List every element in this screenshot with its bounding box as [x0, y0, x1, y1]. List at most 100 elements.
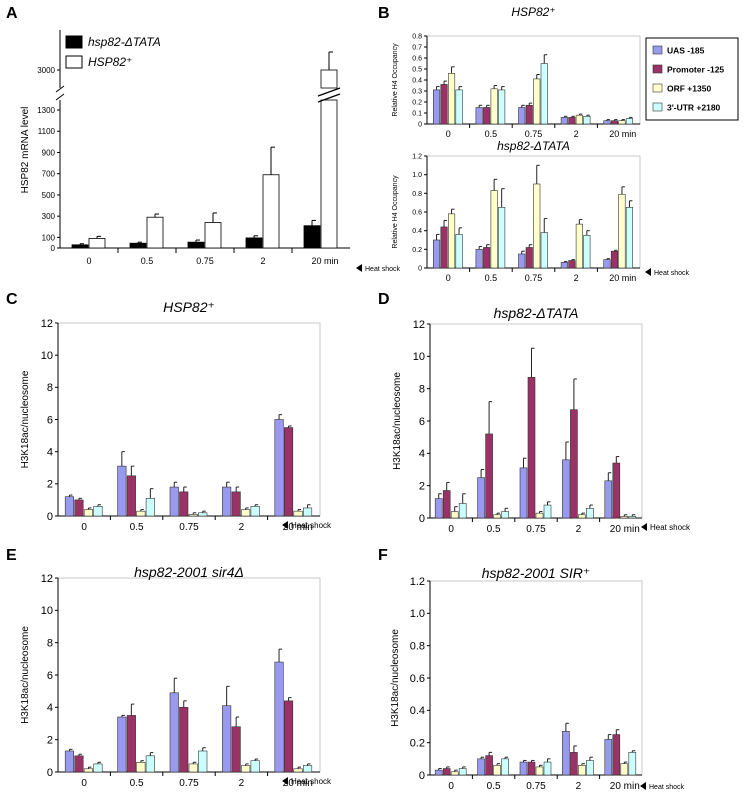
x-tick-label: 0.5 [485, 129, 498, 139]
y-tick-label: 0.7 [412, 44, 422, 51]
bar-4 [250, 506, 260, 517]
y-tick-label: 12 [41, 573, 53, 585]
bar-series-1 [303, 225, 321, 249]
bar-4 [458, 768, 467, 776]
bar-1 [432, 89, 441, 125]
panel-letter-E: E [6, 547, 17, 564]
axis-break-mark [55, 93, 65, 101]
heat-shock-label: Heat shock [654, 270, 690, 277]
bar-1 [518, 253, 526, 269]
bar-3 [618, 120, 626, 125]
heat-shock-label: Heat shock [291, 777, 332, 786]
x-tick-label: 20 min [609, 129, 636, 139]
y-tick-label: 100 [42, 233, 56, 242]
bar-4 [625, 207, 634, 269]
legend-label-1: UAS -185 [667, 46, 705, 56]
y-tick-label: 1.2 [412, 153, 422, 160]
y-tick-label: 0 [51, 244, 56, 253]
y-tick-label: 8 [47, 382, 53, 394]
bar-3 [83, 768, 93, 773]
y-tick-label: 700 [42, 170, 56, 179]
y-axis-label: Relative H4 Occupancy [392, 175, 399, 249]
bar-3 [188, 514, 198, 517]
bar-2 [440, 84, 448, 125]
bar-3 [136, 761, 146, 773]
bar-3 [533, 183, 541, 269]
panel-title: hsp82-2001 sir4Δ [134, 564, 244, 580]
bar-3 [490, 190, 498, 269]
y-tick-label: 0.4 [412, 228, 422, 235]
y-tick-label: 10 [41, 605, 53, 617]
bar-3 [535, 512, 544, 519]
bar-break-mark [317, 93, 341, 103]
y-tick-label: 0.8 [410, 641, 425, 653]
bar-2 [483, 247, 491, 269]
y-tick-label: 0.5 [412, 66, 422, 73]
bar-3 [136, 510, 146, 517]
bar-1 [274, 419, 284, 517]
bar-2 [612, 734, 621, 776]
panel-b-chart: 0 0.1 0.2 0.3 0.4 0.5 0.6 0.7 0.8 HSP82⁺ Relative … [392, 5, 641, 139]
bar-3 [447, 73, 456, 125]
x-tick-label: 0.5 [487, 781, 501, 792]
bar-4 [93, 506, 103, 517]
y-tick-label: 1.2 [410, 576, 425, 588]
bar-3 [83, 509, 93, 517]
heat-shock-label: Heat shock [649, 784, 685, 791]
bar-series-2 [262, 174, 280, 249]
legend-label-4: 3'-UTR +2180 [667, 103, 721, 113]
bar-2 [610, 250, 619, 269]
heat-shock-arrow-icon [356, 264, 362, 272]
bar-3 [493, 514, 501, 519]
bar-3 [293, 510, 303, 517]
y-tick-label: 2 [47, 479, 53, 491]
bar-3 [575, 223, 583, 269]
bar-1 [434, 769, 443, 776]
x-tick-label: 2 [239, 522, 245, 533]
y-tick-label: 4 [47, 447, 53, 459]
x-tick-label: 20 min [283, 778, 313, 789]
y-tick-label: 0.2 [412, 247, 422, 254]
axis-break-mark [55, 85, 65, 93]
bar-4 [625, 118, 634, 125]
y-tick-label: 10 [413, 351, 425, 363]
legend-swatch-1 [652, 45, 663, 55]
bar-1 [562, 459, 570, 519]
bar-series-2 [88, 238, 106, 249]
y-tick-label: 8 [419, 384, 425, 396]
x-tick-label: 0.75 [525, 129, 543, 139]
heat-shock-label: Heat shock [650, 523, 691, 532]
panel-letter-B: B [378, 5, 390, 22]
y-axis-label: H3K18ac/nucleosome [20, 370, 31, 468]
x-tick-label: 20 min [609, 273, 636, 283]
y-tick-label: 6 [419, 416, 425, 428]
bar-series-2 [320, 99, 338, 249]
legend-swatch-2 [652, 64, 663, 74]
panel-letter-C: C [6, 291, 18, 308]
x-tick-label: 2 [576, 524, 582, 535]
bar-series-2 [204, 222, 222, 249]
x-tick-label: 0.5 [487, 524, 501, 535]
y-tick-label: 0.4 [410, 705, 425, 717]
bar-2 [483, 107, 491, 125]
y-tick-label: 0 [419, 513, 425, 525]
bar-2 [568, 117, 576, 125]
legend-label-2: Promoter -125 [667, 65, 724, 75]
panel-a-chart: 0 100 300 500 700 900 1100 1300 3000 HSP82 mRNA l… [20, 30, 401, 273]
x-tick-label: 0 [81, 522, 87, 533]
y-tick-label: 0 [47, 767, 53, 779]
bar-3 [450, 771, 459, 776]
bar-4 [498, 89, 506, 125]
y-tick-label: 0.8 [412, 191, 422, 198]
bar-2 [179, 707, 189, 773]
x-tick-label: 2 [574, 273, 579, 283]
panel-d-chart: 0 2 4 6 8 10 12 hsp82-ΔTATA H3K18ac/nucleosome 0 0… [392, 305, 691, 535]
y-tick-label: 12 [41, 318, 53, 330]
bar-2 [568, 260, 576, 269]
bar-2 [126, 475, 136, 517]
legend-label-1: hsp82-ΔTATA [88, 35, 161, 49]
panel-title: HSP82⁺ [163, 299, 215, 315]
y-tick-label: 500 [42, 191, 56, 200]
bar-4 [302, 507, 313, 517]
y-tick-label: 6 [47, 670, 53, 682]
